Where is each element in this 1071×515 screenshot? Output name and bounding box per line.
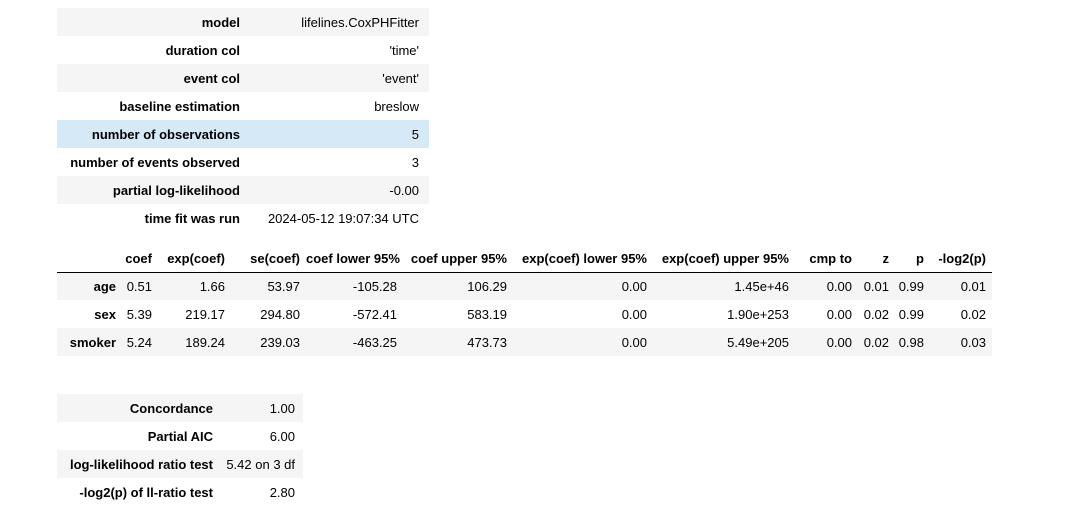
row-value: 6.00 [269, 428, 295, 444]
row-label: event col [183, 70, 240, 86]
coefficients-header-row: coef exp(coef) se(coef) coef lower 95% c… [57, 246, 992, 273]
row-value: 'time' [389, 42, 419, 58]
cell: 0.00 [621, 306, 647, 322]
column-header: exp(coef) lower 95% [513, 246, 653, 273]
table-row: log-likelihood ratio test 5.42 on 3 df [57, 450, 303, 478]
column-header: cmp to [795, 246, 858, 273]
row-label: model [201, 14, 240, 30]
row-label: number of events observed [70, 154, 240, 170]
row-label: duration col [165, 42, 240, 58]
column-header: coef lower 95% [306, 246, 403, 273]
table-row: model lifelines.CoxPHFitter [57, 8, 429, 36]
table-row: number of events observed 3 [57, 148, 429, 176]
column-header: exp(coef) [158, 246, 231, 273]
row-label: baseline estimation [119, 98, 240, 114]
cell: 5.39 [126, 306, 152, 322]
row-value: 'event' [382, 70, 419, 86]
column-header: -log2(p) [930, 246, 992, 273]
cell: 294.80 [260, 306, 300, 322]
row-value: lifelines.CoxPHFitter [301, 14, 419, 30]
stats-table: Concordance 1.00 Partial AIC 6.00 log-li… [57, 394, 303, 506]
covariate-label: age [93, 278, 116, 294]
cell: 0.98 [898, 334, 924, 350]
row-value: 2.80 [269, 484, 295, 500]
cell: 0.00 [826, 334, 852, 350]
cell: 53.97 [267, 278, 300, 294]
cell: 0.00 [621, 334, 647, 350]
row-value: 5 [411, 126, 419, 142]
row-value: 1.00 [269, 400, 295, 416]
row-label: Partial AIC [147, 428, 213, 444]
cell: 1.90e+253 [727, 306, 789, 322]
row-value: 3 [411, 154, 419, 170]
cell: 0.01 [863, 278, 889, 294]
table-row: -log2(p) of ll-ratio test 2.80 [57, 478, 303, 506]
cell: 0.00 [826, 306, 852, 322]
cell: 0.01 [960, 278, 986, 294]
cell: 1.45e+46 [734, 278, 789, 294]
table-row: partial log-likelihood -0.00 [57, 176, 429, 204]
cell: 0.02 [863, 306, 889, 322]
column-header: coef [122, 246, 158, 273]
cell: -463.25 [352, 334, 397, 350]
row-label: partial log-likelihood [112, 182, 240, 198]
cell: 5.49e+205 [727, 334, 789, 350]
table-row: Concordance 1.00 [57, 394, 303, 422]
cell: 0.99 [898, 278, 924, 294]
table-row: duration col 'time' [57, 36, 429, 64]
cell: 106.29 [467, 278, 507, 294]
row-label: Concordance [129, 400, 213, 416]
column-header: se(coef) [231, 246, 306, 273]
row-value: 5.42 on 3 df [226, 456, 295, 472]
cell: 5.24 [126, 334, 152, 350]
covariate-column-header [57, 246, 122, 273]
cell: 473.73 [467, 334, 507, 350]
cell: 0.99 [898, 306, 924, 322]
column-header: exp(coef) upper 95% [653, 246, 795, 273]
covariate-row: smoker 5.24 189.24 239.03 -463.25 473.73… [57, 328, 992, 356]
highlighted-row: number of observations 5 [57, 120, 429, 148]
cell: 189.24 [185, 334, 225, 350]
cell: 0.02 [863, 334, 889, 350]
row-value: breslow [374, 98, 419, 114]
covariate-label: sex [94, 306, 116, 322]
cell: 0.00 [826, 278, 852, 294]
row-label: time fit was run [144, 210, 240, 226]
cell: -105.28 [352, 278, 397, 294]
cell: 0.03 [960, 334, 986, 350]
row-value: -0.00 [389, 182, 419, 198]
row-label: -log2(p) of ll-ratio test [79, 484, 213, 500]
table-row: Partial AIC 6.00 [57, 422, 303, 450]
covariate-row: age 0.51 1.66 53.97 -105.28 106.29 0.00 … [57, 272, 992, 300]
cell: 583.19 [467, 306, 507, 322]
row-label: log-likelihood ratio test [69, 456, 213, 472]
column-header: z [858, 246, 895, 273]
cell: 219.17 [185, 306, 225, 322]
covariate-label: smoker [69, 334, 116, 350]
table-row: time fit was run 2024-05-12 19:07:34 UTC [57, 204, 429, 232]
coefficients-table: coef exp(coef) se(coef) coef lower 95% c… [57, 246, 992, 356]
column-header: p [895, 246, 930, 273]
cell: 1.66 [199, 278, 225, 294]
cell: 239.03 [260, 334, 300, 350]
row-label: number of observations [91, 126, 240, 142]
cell: 0.00 [621, 278, 647, 294]
column-header: coef upper 95% [403, 246, 513, 273]
model-info-table: model lifelines.CoxPHFitter duration col… [57, 8, 429, 232]
cox-model-summary-output: model lifelines.CoxPHFitter duration col… [0, 8, 1071, 506]
table-row: baseline estimation breslow [57, 92, 429, 120]
cell: 0.51 [126, 278, 152, 294]
cell: -572.41 [352, 306, 397, 322]
row-value: 2024-05-12 19:07:34 UTC [267, 210, 419, 226]
table-row: event col 'event' [57, 64, 429, 92]
cell: 0.02 [960, 306, 986, 322]
covariate-row: sex 5.39 219.17 294.80 -572.41 583.19 0.… [57, 300, 992, 328]
